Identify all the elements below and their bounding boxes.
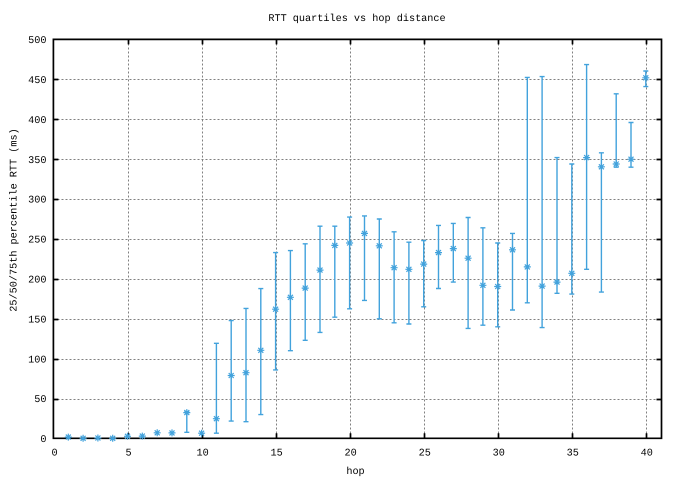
svg-text:400: 400 bbox=[28, 116, 46, 127]
svg-text:450: 450 bbox=[28, 76, 46, 87]
svg-text:250: 250 bbox=[28, 236, 46, 247]
svg-text:15: 15 bbox=[270, 449, 282, 460]
svg-text:150: 150 bbox=[28, 315, 46, 326]
svg-text:RTT quartiles vs hop distance: RTT quartiles vs hop distance bbox=[268, 13, 445, 25]
svg-text:hop: hop bbox=[346, 466, 364, 478]
svg-text:50: 50 bbox=[34, 395, 46, 406]
svg-text:10: 10 bbox=[196, 449, 208, 460]
svg-text:20: 20 bbox=[344, 449, 356, 460]
svg-text:40: 40 bbox=[641, 449, 653, 460]
svg-text:350: 350 bbox=[28, 156, 46, 167]
svg-text:0: 0 bbox=[51, 449, 57, 460]
svg-text:200: 200 bbox=[28, 276, 46, 287]
svg-text:30: 30 bbox=[493, 449, 505, 460]
svg-text:300: 300 bbox=[28, 196, 46, 207]
svg-text:5: 5 bbox=[125, 449, 131, 460]
svg-text:35: 35 bbox=[567, 449, 579, 460]
svg-text:25/50/75th percentile RTT (ms): 25/50/75th percentile RTT (ms) bbox=[9, 128, 21, 311]
svg-text:100: 100 bbox=[28, 355, 46, 366]
svg-text:500: 500 bbox=[28, 36, 46, 47]
svg-text:25: 25 bbox=[419, 449, 431, 460]
svg-text:0: 0 bbox=[40, 435, 46, 446]
